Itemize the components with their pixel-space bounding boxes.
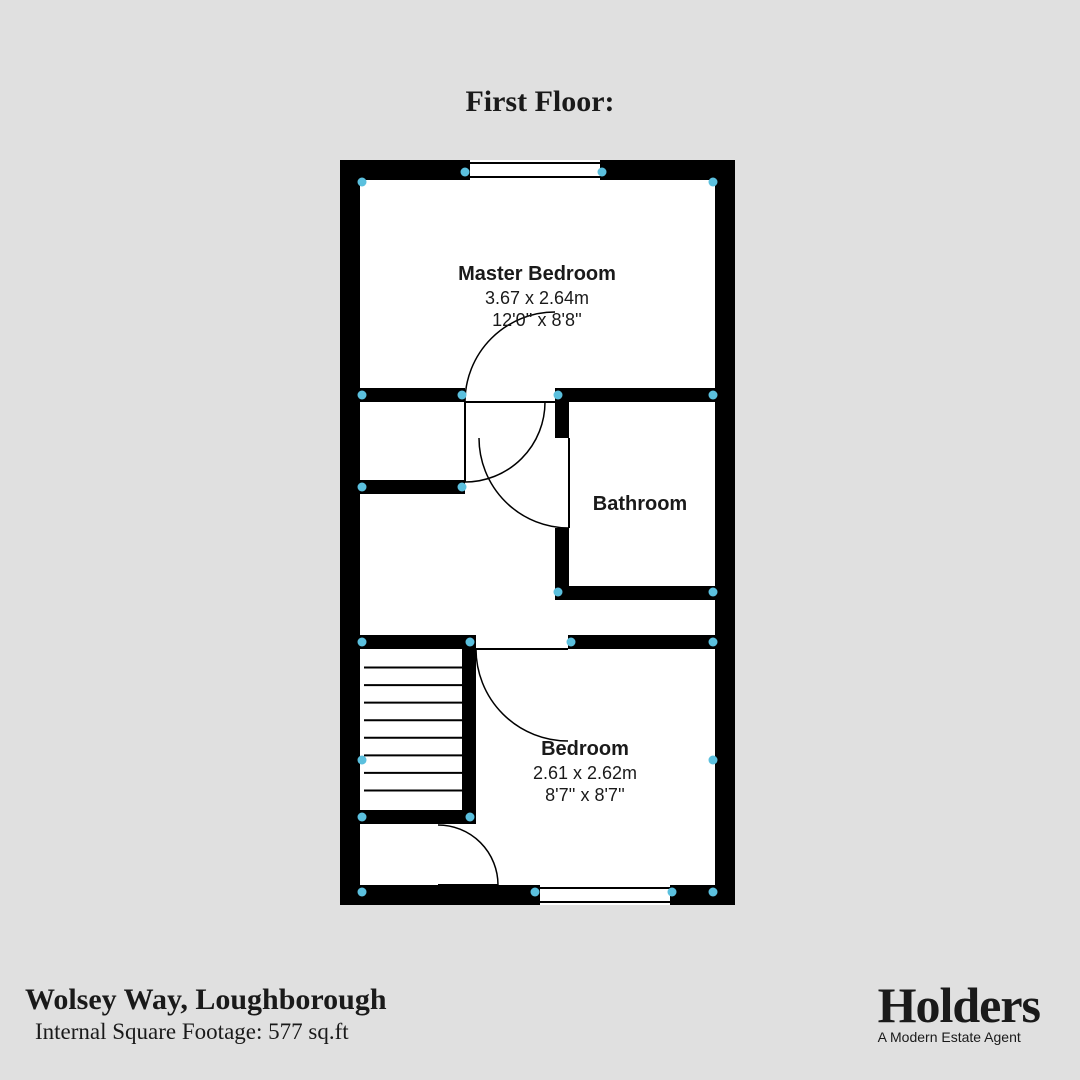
floor-plan: Master Bedroom 3.67 x 2.64m12'0'' x 8'8''… xyxy=(340,160,735,905)
property-address: Wolsey Way, Loughborough xyxy=(25,983,387,1017)
brand-tagline: A Modern Estate Agent xyxy=(878,1029,1040,1045)
svg-text:8'7'' x 8'7'': 8'7'' x 8'7'' xyxy=(545,785,625,805)
svg-text:Bathroom: Bathroom xyxy=(593,493,687,515)
svg-text:Bedroom: Bedroom xyxy=(541,738,629,760)
brand-block: Holders A Modern Estate Agent xyxy=(878,976,1040,1045)
brand-name: Holders xyxy=(878,976,1040,1034)
footer-info: Wolsey Way, Loughborough Internal Square… xyxy=(25,983,387,1045)
square-footage: Internal Square Footage: 577 sq.ft xyxy=(35,1019,387,1045)
svg-text:Master Bedroom: Master Bedroom xyxy=(458,263,616,285)
floor-title: First Floor: xyxy=(0,85,1080,119)
svg-text:2.61 x 2.62m: 2.61 x 2.62m xyxy=(533,763,637,783)
svg-text:12'0'' x 8'8'': 12'0'' x 8'8'' xyxy=(492,310,582,330)
svg-text:3.67 x 2.64m: 3.67 x 2.64m xyxy=(485,288,589,308)
